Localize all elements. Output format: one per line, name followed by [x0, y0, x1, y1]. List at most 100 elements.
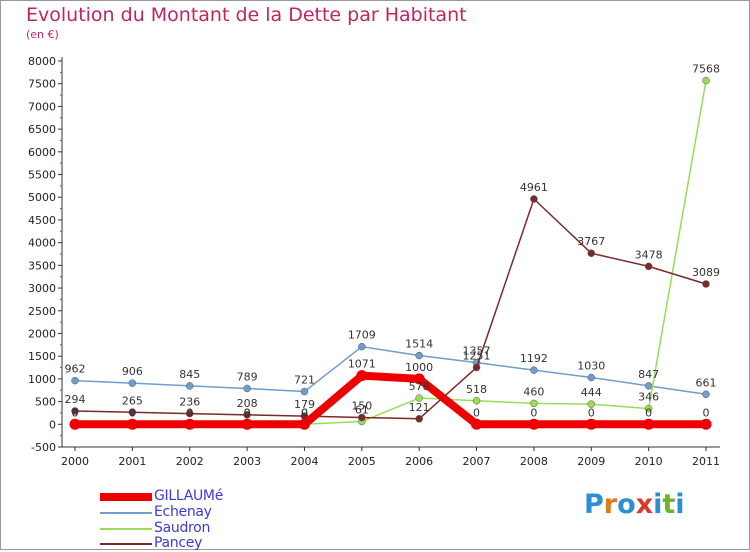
series-line-saudron [74, 79, 707, 426]
data-point [702, 390, 710, 399]
data-label: 1192 [520, 352, 548, 365]
data-point [184, 418, 196, 430]
data-point [702, 76, 710, 85]
y-tick-label: 4500 [28, 214, 56, 227]
y-tick-label: 0 [49, 418, 56, 431]
data-label: 346 [638, 391, 659, 404]
data-label: 0 [244, 406, 251, 419]
y-tick-label: 3500 [28, 259, 56, 272]
data-point [644, 382, 653, 390]
data-point [530, 366, 538, 374]
data-label: 121 [409, 401, 430, 414]
data-label: 0 [72, 406, 79, 419]
data-point [358, 413, 366, 422]
data-label: 0 [186, 406, 193, 419]
data-label: 1251 [463, 349, 491, 362]
x-tick-label: 2004 [290, 455, 318, 468]
data-point [185, 382, 194, 390]
data-point [185, 409, 194, 418]
chart-title: Evolution du Montant de la Dette par Hab… [26, 4, 467, 26]
data-label: 460 [523, 385, 544, 398]
data-label: 1071 [348, 358, 376, 371]
data-label: 61 [355, 404, 369, 417]
data-label: 444 [581, 386, 602, 399]
legend-swatch [100, 543, 152, 545]
data-point [126, 418, 138, 430]
data-label: 236 [179, 396, 200, 409]
data-label: 1709 [348, 329, 376, 342]
data-label: 4961 [520, 181, 548, 194]
y-tick-label: 6500 [28, 123, 56, 136]
data-label: 1030 [577, 360, 605, 373]
x-tick-label: 2000 [61, 455, 89, 468]
data-label: 518 [466, 383, 487, 396]
data-point [644, 262, 653, 271]
data-label: 0 [301, 406, 308, 419]
data-label: 789 [237, 370, 258, 383]
data-point [643, 418, 655, 430]
x-tick-label: 2008 [520, 455, 548, 468]
data-point [644, 404, 653, 413]
legend-label: Pancey [154, 535, 203, 551]
series-line-gillaumé [71, 371, 710, 429]
data-point [702, 280, 710, 288]
data-label: 7568 [692, 63, 720, 76]
data-point [358, 342, 366, 351]
legend-swatch [100, 528, 152, 530]
y-tick-label: 500 [35, 396, 56, 409]
data-label: 0 [186, 406, 193, 419]
data-point [415, 394, 423, 402]
x-tick-label: 2001 [118, 455, 146, 468]
series-line-pancey [74, 198, 707, 420]
chart-subtitle: (en €) [26, 28, 59, 41]
data-point [530, 195, 538, 203]
data-point [472, 363, 481, 372]
data-label: 0 [129, 406, 136, 419]
data-point [471, 418, 483, 430]
data-label: 0 [129, 406, 136, 419]
data-point [587, 373, 596, 382]
legend-label: Echenay [154, 504, 212, 520]
data-label: 962 [65, 363, 86, 376]
y-tick-label: 7500 [28, 78, 56, 91]
data-point [71, 376, 79, 385]
data-label: 0 [703, 406, 710, 419]
data-label: 0 [473, 406, 480, 419]
y-tick-label: 8000 [28, 55, 56, 68]
x-tick-label: 2009 [577, 455, 605, 468]
data-point [243, 411, 251, 419]
data-label: 721 [294, 374, 315, 387]
data-point [585, 418, 597, 430]
data-label: 3089 [692, 266, 720, 279]
data-label: 3767 [577, 235, 605, 248]
y-tick-label: 1500 [28, 350, 56, 363]
data-label: 0 [301, 406, 308, 419]
y-tick-label: 2500 [28, 305, 56, 318]
y-tick-label: 4000 [28, 237, 56, 250]
data-point [587, 249, 596, 257]
data-point [528, 418, 540, 430]
data-point [69, 418, 81, 430]
y-tick-label: 5000 [28, 191, 56, 204]
proxiti-logo: Proxiti [584, 489, 685, 520]
x-tick-label: 2010 [635, 455, 663, 468]
data-label: 578 [409, 380, 430, 393]
x-tick-label: 2007 [463, 455, 491, 468]
x-tick-label: 2006 [405, 455, 433, 468]
y-tick-label: 7000 [28, 100, 56, 113]
data-label: 0 [72, 406, 79, 419]
y-tick-label: 3000 [28, 282, 56, 295]
x-tick-label: 2011 [692, 455, 720, 468]
series-line-echenay [74, 345, 707, 396]
data-label: 3478 [635, 248, 663, 261]
y-tick-label: 2000 [28, 327, 56, 340]
data-point [415, 351, 423, 360]
data-point [128, 408, 137, 417]
data-point [587, 400, 596, 408]
data-label: 294 [65, 393, 86, 406]
data-point [128, 379, 137, 387]
data-label: 906 [122, 365, 143, 378]
x-tick-label: 2003 [233, 455, 261, 468]
